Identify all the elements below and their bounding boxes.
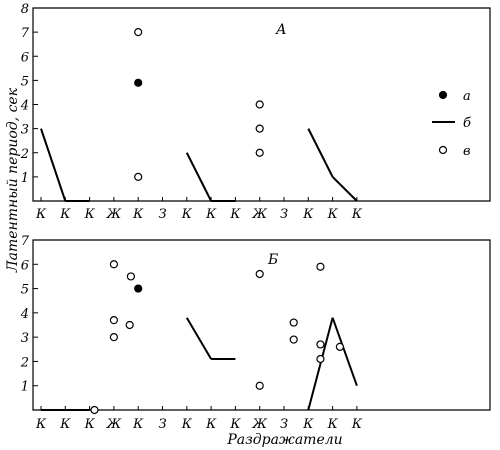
x-tick-label: Ж — [251, 417, 267, 432]
open-point — [90, 405, 99, 415]
x-tick-label: К — [181, 207, 193, 222]
series-line-segment — [331, 176, 358, 202]
series-line-segment — [40, 128, 67, 202]
legend-label: а — [463, 89, 471, 104]
x-tick-label: К — [84, 207, 96, 222]
x-tick-label: Ж — [251, 207, 267, 222]
y-tick-label: 2 — [20, 355, 29, 370]
open-point — [255, 269, 264, 279]
open-point — [109, 333, 119, 342]
open-point — [289, 318, 298, 327]
series-line-segment — [307, 128, 334, 178]
panel-a-y-ticks: 1 2 3 4 5 6 7 8 — [20, 2, 38, 186]
y-tick-label: 6 — [21, 50, 29, 65]
x-tick-label: К — [229, 417, 241, 432]
panel-b-label: Б — [267, 252, 278, 268]
y-tick-label: 7 — [21, 234, 30, 249]
series-line-segment — [331, 317, 358, 387]
series-line-segment — [185, 317, 212, 360]
panel-a-marks — [40, 28, 358, 202]
filled-point — [134, 78, 143, 87]
panel-b-frame — [32, 239, 491, 411]
panel-a-frame — [32, 7, 491, 202]
y-tick-label: 1 — [21, 171, 29, 186]
x-tick-label: К — [205, 417, 217, 432]
series-line-segment — [185, 152, 212, 202]
y-tick-label: 5 — [21, 283, 29, 298]
open-point — [316, 340, 325, 349]
x-axis-label: Раздражатели — [226, 432, 342, 448]
y-tick-label: 1 — [21, 380, 29, 395]
open-point — [255, 148, 264, 157]
y-tick-label: 4 — [20, 99, 29, 114]
y-tick-label: 3 — [21, 123, 29, 138]
x-tick-label: К — [229, 207, 241, 222]
y-tick-label: 3 — [21, 331, 29, 346]
open-point — [316, 354, 325, 364]
x-tick-label: Ж — [106, 207, 122, 222]
open-point — [316, 262, 325, 271]
x-tick-label: К — [59, 417, 71, 432]
x-tick-label: К — [132, 207, 144, 222]
x-tick-label: К — [132, 417, 144, 432]
y-tick-label: 4 — [20, 307, 29, 322]
x-tick-label: К — [59, 207, 71, 222]
legend-point-swatch — [438, 145, 448, 155]
x-tick-label: З — [280, 207, 288, 222]
x-tick-label: З — [280, 417, 288, 432]
y-tick-label: 2 — [20, 147, 29, 162]
open-point — [125, 320, 134, 330]
legend-label: б — [463, 116, 471, 131]
panel-a-label: А — [275, 22, 287, 38]
x-tick-label: К — [327, 417, 339, 432]
open-point — [109, 316, 119, 325]
legend-point-swatch — [438, 90, 448, 100]
open-point — [109, 260, 119, 269]
open-point — [255, 124, 264, 133]
open-point — [335, 342, 344, 351]
open-point — [126, 272, 136, 281]
y-tick-label: 5 — [21, 74, 29, 89]
y-axis-label: Латентный период, сек — [5, 87, 21, 273]
legend-label: в — [463, 144, 471, 159]
panel-b-y-ticks: 1 2 3 4 5 6 7 — [20, 234, 38, 395]
x-tick-label: К — [35, 417, 47, 432]
open-point — [289, 335, 298, 344]
x-tick-label: З — [158, 417, 166, 432]
x-tick-label: К — [181, 417, 193, 432]
x-tick-label: К — [205, 207, 217, 222]
filled-point — [134, 284, 143, 293]
x-tick-label: К — [84, 417, 96, 432]
x-tick-label: З — [158, 207, 166, 222]
y-tick-label: 7 — [21, 26, 30, 41]
series-line-segment — [307, 317, 334, 411]
open-point — [134, 28, 143, 37]
x-tick-label: К — [302, 207, 314, 222]
panel-b-marks — [41, 260, 358, 415]
x-tick-label: К — [35, 207, 47, 222]
y-tick-label: 8 — [21, 2, 29, 17]
open-point — [255, 381, 264, 390]
x-tick-label: К — [351, 417, 363, 432]
x-tick-label: К — [327, 207, 339, 222]
open-point — [134, 172, 143, 181]
legend: абв — [432, 89, 471, 159]
y-tick-label: 6 — [21, 258, 29, 273]
open-point — [255, 100, 264, 109]
x-tick-label: К — [351, 207, 363, 222]
x-tick-label: Ж — [106, 417, 122, 432]
x-tick-label: К — [302, 417, 314, 432]
